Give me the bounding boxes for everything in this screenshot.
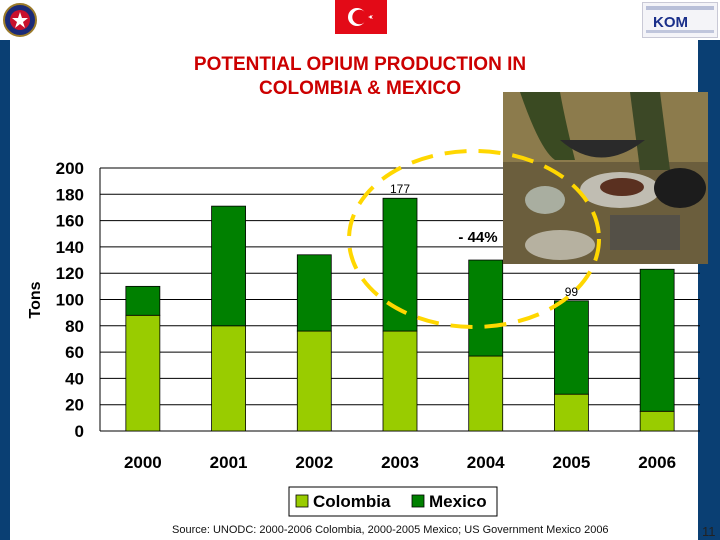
x-tick-label: 2000 <box>124 453 162 472</box>
legend-label: Colombia <box>313 492 391 511</box>
bar-mexico-2001 <box>211 205 246 327</box>
bar-colombia-2002 <box>296 330 332 432</box>
bar-mexico-2005 <box>554 300 589 395</box>
legend-box <box>288 486 498 517</box>
y-tick-label: 120 <box>56 264 84 283</box>
y-tick-label: 80 <box>65 317 84 336</box>
bar-colombia-2003 <box>382 330 418 432</box>
police-emblem-icon <box>3 3 37 37</box>
data-labels: 177 99 <box>390 182 578 299</box>
y-tick-label: 140 <box>56 238 84 257</box>
turkish-flag-icon <box>335 0 387 34</box>
annotation-percent: - 44% <box>458 229 497 246</box>
kom-logo-icon: KOM <box>642 2 718 38</box>
bar-colombia-2001 <box>211 325 246 432</box>
page-number: 11 <box>702 524 716 539</box>
x-tick-label: 2002 <box>295 453 333 472</box>
y-tick-label: 0 <box>75 422 84 441</box>
opium-processing-photo <box>503 92 708 264</box>
x-tick-label: 2005 <box>553 453 591 472</box>
y-tick-label: 100 <box>56 291 84 310</box>
bar-colombia-2006 <box>639 410 675 432</box>
y-tick-label: 180 <box>56 185 84 204</box>
data-label: 99 <box>565 285 579 299</box>
data-label: 177 <box>390 182 410 196</box>
y-tick-label: 200 <box>56 159 84 178</box>
bar-colombia-2000 <box>125 314 161 432</box>
header-bar: KOM <box>0 0 720 40</box>
x-tick-label: 2003 <box>381 453 419 472</box>
legend-swatch <box>411 494 425 508</box>
bar-colombia-2004 <box>468 355 504 432</box>
highlight-circle <box>347 149 601 329</box>
title-line-2: COLOMBIA & MEXICO <box>259 78 461 99</box>
logo-text: KOM <box>653 14 688 31</box>
x-tick-label: 2006 <box>638 453 676 472</box>
y-axis-ticks: 0 20 40 60 80 100 120 140 160 180 200 <box>56 159 84 441</box>
y-tick-label: 160 <box>56 212 84 231</box>
source-note: Source: UNODC: 2000-2006 Colombia, 2000-… <box>172 524 609 536</box>
bar-mexico-2006 <box>639 268 675 412</box>
x-axis-ticks: 2000 2001 2002 2003 2004 2005 2006 <box>124 453 676 472</box>
x-tick-label: 2001 <box>210 453 248 472</box>
y-tick-label: 40 <box>65 369 84 388</box>
title-line-1: POTENTIAL OPIUM PRODUCTION IN <box>193 54 527 75</box>
bar-colombia-2005 <box>554 393 589 432</box>
y-tick-label: 20 <box>65 396 84 415</box>
y-tick-label: 60 <box>65 343 84 362</box>
legend: Colombia Mexico <box>288 486 498 517</box>
bar-mexico-2002 <box>296 254 332 332</box>
bar-mexico-2004 <box>468 259 504 357</box>
x-tick-label: 2004 <box>467 453 505 472</box>
y-axis-label: Tons <box>27 281 44 318</box>
legend-label: Mexico <box>429 492 487 511</box>
chart-title: POTENTIAL OPIUM PRODUCTION IN COLOMBIA &… <box>150 53 570 101</box>
bar-mexico-2000 <box>125 285 161 316</box>
legend-swatch <box>295 494 309 508</box>
